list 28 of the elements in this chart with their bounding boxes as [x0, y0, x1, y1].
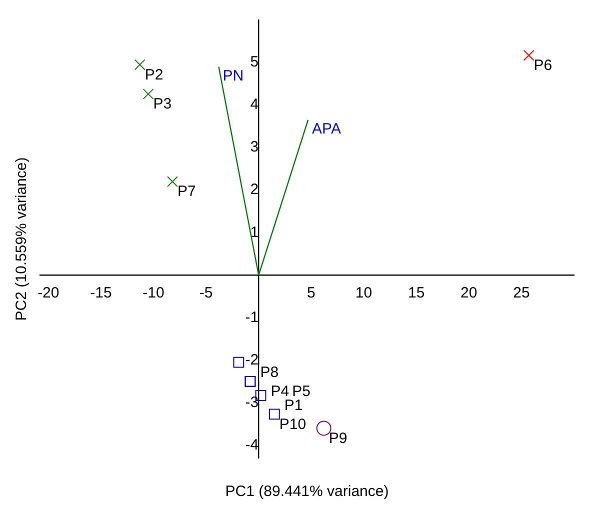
x-tick-label: 15 — [408, 284, 425, 302]
annotation: P9 — [328, 430, 348, 447]
x-tick-label: 25 — [513, 284, 530, 302]
y-tick-label: -1 — [245, 308, 259, 326]
y-tick-label: 3 — [250, 138, 259, 156]
y-tick-label: 5 — [250, 54, 259, 71]
y-tick-label: -2 — [245, 351, 259, 368]
annotation: P6 — [534, 56, 552, 74]
x-tick-label: -5 — [199, 284, 213, 302]
x-tick-label: -15 — [90, 284, 112, 302]
y-tick-label: 1 — [250, 224, 259, 241]
annotation: P8 — [260, 364, 279, 381]
x-tick-label: 10 — [355, 284, 372, 302]
y-tick-label: -4 — [245, 436, 259, 454]
y-tick-label: 4 — [250, 96, 259, 114]
y-axis-title: PC2 (10.559% variance) — [13, 157, 30, 321]
series-label: PN — [222, 67, 244, 84]
x-tick-label: 5 — [307, 284, 316, 302]
y-tick-label: 2 — [250, 181, 259, 198]
series-label: APA — [312, 120, 341, 138]
x-tick-label: -20 — [38, 284, 60, 302]
x-tick-label: 20 — [460, 284, 478, 302]
annotation: P7 — [177, 183, 196, 200]
annotation: P10 — [279, 416, 306, 433]
annotation: P2 — [144, 66, 164, 84]
x-tick-label: -10 — [142, 284, 164, 302]
annotation: P3 — [153, 96, 172, 113]
x-axis-title: PC1 (89.441% variance) — [225, 483, 389, 500]
